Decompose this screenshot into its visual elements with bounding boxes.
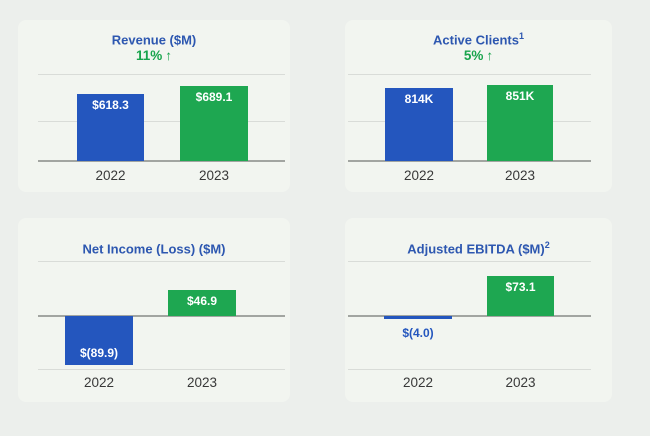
zero-axis-line xyxy=(348,160,591,162)
chart-title-text: Revenue ($M) xyxy=(111,32,197,48)
year-label: 2023 xyxy=(198,168,230,183)
bar-2023: 851K xyxy=(487,85,553,161)
chart-title: Net Income (Loss) ($M) xyxy=(18,238,290,256)
year-label: 2023 xyxy=(505,375,536,390)
bar-value-label: $(89.9) xyxy=(79,346,119,360)
chart-title-text: Active Clients xyxy=(433,32,519,48)
year-label: 2022 xyxy=(83,375,115,390)
zero-axis-line xyxy=(38,315,285,317)
gridline xyxy=(38,74,285,75)
year-label: 2022 xyxy=(95,168,126,183)
zero-axis-line xyxy=(38,160,285,162)
chart-panel-revenue: Revenue ($M) 11% ↑ $618.3 $689.1 2022 202… xyxy=(18,20,290,192)
chart-title-text: Adjusted EBITDA ($M) xyxy=(407,241,545,257)
bar-value-label: 851K xyxy=(505,89,535,103)
gridline xyxy=(348,74,591,75)
up-arrow-icon: ↑ xyxy=(486,48,494,63)
gridline xyxy=(38,369,285,370)
change-indicator: 11% ↑ xyxy=(18,48,290,64)
change-value: 5% xyxy=(463,48,484,63)
bar-2023: $46.9 xyxy=(168,290,236,316)
bar-2023: $689.1 xyxy=(180,86,248,161)
change-indicator: 5% ↑ xyxy=(345,48,612,64)
negative-value-label: $(4.0) xyxy=(402,326,434,340)
gridline xyxy=(348,369,591,370)
year-label: 2022 xyxy=(402,375,434,390)
year-label: 2022 xyxy=(403,168,435,183)
bar-value-label: $618.3 xyxy=(92,98,129,112)
title-footnote-sup: 2 xyxy=(544,240,550,250)
gridline xyxy=(348,261,591,262)
gridline xyxy=(348,121,591,122)
chart-title: Active Clients1 xyxy=(345,29,612,47)
bar-value-label: $46.9 xyxy=(186,294,218,308)
chart-panel-active-clients: Active Clients1 5% ↑ 814K 851K 2022 2023 xyxy=(345,20,612,192)
bar-2023: $73.1 xyxy=(487,276,554,316)
bar-value-label: $73.1 xyxy=(505,280,536,294)
change-value: 11% xyxy=(135,48,163,63)
chart-panel-net-income: Net Income (Loss) ($M) $(89.9) $46.9 202… xyxy=(18,218,290,402)
year-label: 2023 xyxy=(504,168,536,183)
gridline xyxy=(38,121,285,122)
zero-axis-line xyxy=(348,315,591,317)
bar-value-label: $689.1 xyxy=(195,90,233,104)
bar-2022: $(89.9) xyxy=(65,316,133,365)
up-arrow-icon: ↑ xyxy=(165,48,173,63)
bar-2022: 814K xyxy=(385,88,453,161)
bar-2022 xyxy=(384,316,452,319)
chart-panel-adjusted-ebitda: Adjusted EBITDA ($M)2 $(4.0) $73.1 2022 … xyxy=(345,218,612,402)
bar-2022: $618.3 xyxy=(77,94,144,161)
gridline xyxy=(38,261,285,262)
bar-value-label: 814K xyxy=(404,92,434,106)
year-label: 2023 xyxy=(186,375,218,390)
chart-title: Revenue ($M) xyxy=(18,29,290,47)
title-footnote-sup: 1 xyxy=(518,31,524,41)
chart-title-text: Net Income (Loss) ($M) xyxy=(82,241,226,257)
chart-title: Adjusted EBITDA ($M)2 xyxy=(345,238,612,256)
